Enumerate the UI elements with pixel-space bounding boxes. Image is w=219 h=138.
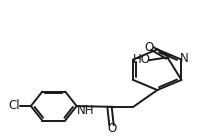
Text: N: N bbox=[179, 52, 188, 65]
Text: O: O bbox=[144, 41, 154, 54]
Text: NH: NH bbox=[77, 104, 94, 117]
Text: Cl: Cl bbox=[9, 99, 20, 112]
Text: O: O bbox=[108, 122, 117, 135]
Text: HO: HO bbox=[133, 54, 151, 67]
